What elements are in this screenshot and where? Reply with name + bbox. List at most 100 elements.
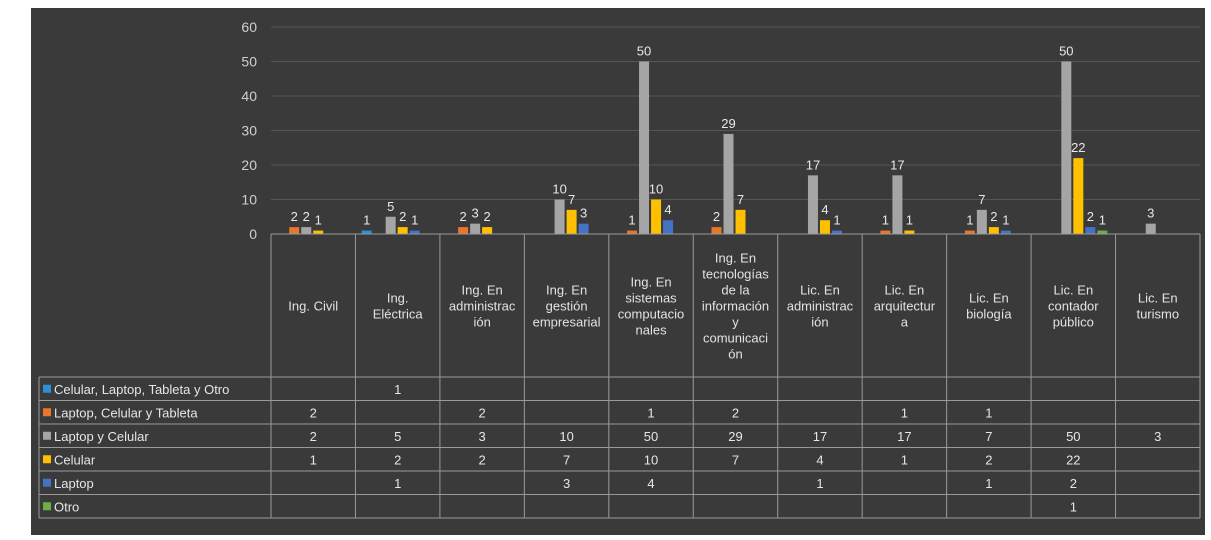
table-cell: 1	[901, 405, 908, 420]
table-cell: 3	[1154, 429, 1161, 444]
data-label: 3	[1147, 206, 1154, 221]
legend-swatch	[43, 384, 51, 393]
legend-label: Laptop	[54, 476, 94, 491]
category-label: turismo	[1136, 307, 1179, 322]
bar	[1097, 230, 1108, 234]
category-label: Eléctrica	[373, 307, 424, 322]
data-label: 50	[1059, 44, 1073, 59]
y-tick-label: 30	[241, 123, 257, 139]
category-label: Lic. En	[1053, 283, 1093, 298]
data-label: 2	[303, 209, 310, 224]
y-tick-label: 60	[241, 19, 257, 35]
data-label: 2	[291, 209, 298, 224]
table-cell: 2	[394, 452, 401, 467]
data-label: 1	[833, 213, 840, 228]
table-cell: 3	[563, 476, 570, 491]
data-label: 4	[664, 202, 671, 217]
category-label: ón	[728, 347, 742, 362]
table-cell: 1	[816, 476, 823, 491]
data-label: 7	[737, 192, 744, 207]
bar	[385, 216, 396, 234]
data-label: 1	[1099, 213, 1106, 228]
table-cell: 1	[647, 405, 654, 420]
data-label: 10	[649, 182, 663, 197]
table-cell: 2	[732, 405, 739, 420]
bar	[458, 227, 469, 234]
y-tick-label: 20	[241, 157, 257, 173]
category-label: administrac	[449, 299, 516, 314]
bar	[807, 175, 818, 234]
legend-label: Laptop, Celular y Tableta	[54, 405, 198, 420]
table-cell: 1	[1070, 499, 1077, 514]
data-label: 1	[966, 213, 973, 228]
data-label: 29	[721, 116, 735, 131]
category-label: Ing. En	[630, 275, 671, 290]
table-cell: 7	[985, 429, 992, 444]
y-tick-label: 10	[241, 192, 257, 208]
bar	[566, 209, 577, 234]
category-label: tecnologías	[702, 267, 769, 282]
category-label: biología	[966, 307, 1012, 322]
table-cell: 50	[1066, 429, 1080, 444]
data-label: 1	[628, 213, 635, 228]
category-label: público	[1053, 315, 1094, 330]
bar	[892, 175, 903, 234]
bar	[880, 230, 891, 234]
category-label: arquitectur	[874, 299, 936, 314]
bar	[964, 230, 975, 234]
category-label: contador	[1048, 299, 1099, 314]
data-label: 7	[978, 192, 985, 207]
table-cell: 50	[644, 429, 658, 444]
data-label: 10	[552, 182, 566, 197]
y-tick-label: 0	[249, 226, 257, 242]
table-cell: 2	[985, 452, 992, 467]
legend-swatch	[43, 502, 51, 511]
chart-frame: 0 10 20 30 40 50 60 2 2 1 1 5 2 1 2 3 2 10 7 3 1 50 10 4 2 29 7 17 4…	[31, 8, 1205, 535]
table-cell: 4	[647, 476, 654, 491]
table-cell: 2	[479, 405, 486, 420]
data-label: 1	[363, 213, 370, 228]
bar	[409, 230, 420, 234]
table-cell: 10	[644, 452, 658, 467]
bar	[1061, 61, 1072, 234]
category-label: Ing. En	[546, 283, 587, 298]
table-cell: 29	[728, 429, 742, 444]
bar	[735, 209, 746, 234]
bar	[663, 220, 674, 234]
category-label: ión	[811, 315, 828, 330]
bar	[651, 199, 662, 234]
bar	[1085, 227, 1096, 234]
table-cell: 2	[310, 429, 317, 444]
table-cell: 7	[563, 452, 570, 467]
legend-swatch	[43, 408, 51, 417]
category-label: comunicaci	[703, 331, 768, 346]
bar	[554, 199, 565, 234]
data-label: 1	[1002, 213, 1009, 228]
bar	[1145, 223, 1156, 234]
bar	[639, 61, 650, 234]
table-cell: 1	[901, 452, 908, 467]
data-label: 1	[315, 213, 322, 228]
category-label: a	[901, 315, 909, 330]
category-label: Ing. En	[715, 251, 756, 266]
data-label: 1	[882, 213, 889, 228]
category-label: Lic. En	[969, 291, 1009, 306]
table-cell: 2	[310, 405, 317, 420]
legend-swatch	[43, 431, 51, 440]
data-label: 2	[399, 209, 406, 224]
data-label: 1	[906, 213, 913, 228]
data-label: 3	[472, 206, 479, 221]
data-label: 4	[821, 202, 828, 217]
category-label: Lic. En	[1138, 291, 1178, 306]
bar	[711, 227, 722, 234]
data-label: 2	[990, 209, 997, 224]
bar	[988, 227, 999, 234]
data-label: 2	[484, 209, 491, 224]
table-cell: 5	[394, 429, 401, 444]
table-cell: 22	[1066, 452, 1080, 467]
bar	[289, 227, 300, 234]
bar	[313, 230, 324, 234]
bar	[831, 230, 842, 234]
data-label: 50	[637, 44, 651, 59]
